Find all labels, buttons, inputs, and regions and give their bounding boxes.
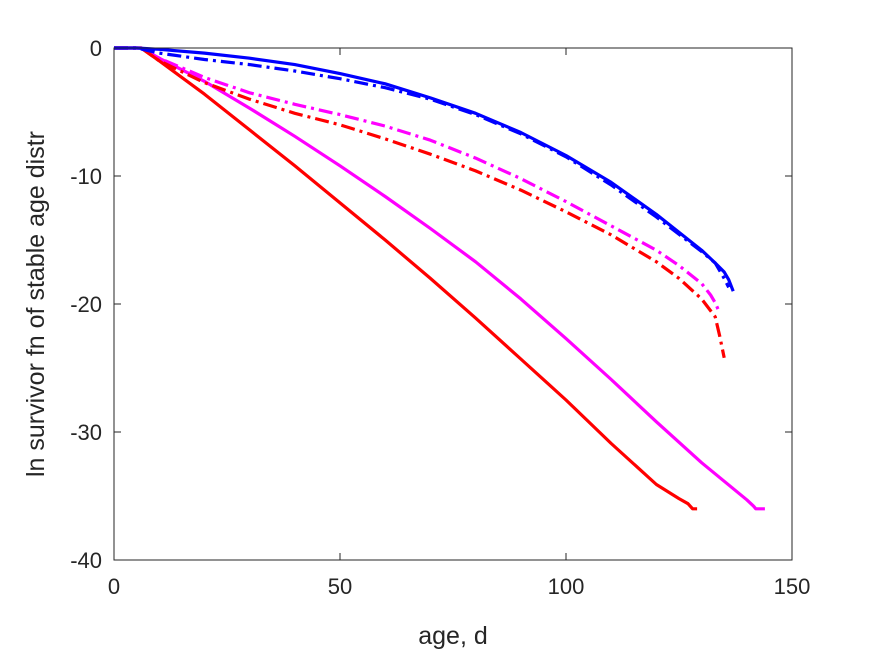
- series-layer: [114, 46, 765, 511]
- x-tick-label: 150: [774, 574, 811, 599]
- y-tick-label: -30: [70, 420, 102, 445]
- x-tick-label: 100: [548, 574, 585, 599]
- x-tick-label: 0: [108, 574, 120, 599]
- tick-layer: 0 50 100 150 0 -10 -20 -30 -40: [70, 36, 810, 599]
- series-line-2: [114, 46, 722, 314]
- y-tick-label: 0: [90, 36, 102, 61]
- y-axis-label: ln survivor fn of stable age distr: [22, 131, 50, 477]
- x-axis-label: age, d: [418, 622, 488, 650]
- series-line-3: [114, 46, 698, 511]
- y-tick-label: -10: [70, 164, 102, 189]
- series-line-6: [114, 46, 731, 289]
- series-line-1: [114, 46, 765, 511]
- x-tick-label: 50: [328, 574, 352, 599]
- y-tick-label: -20: [70, 292, 102, 317]
- y-tick-label: -40: [70, 548, 102, 573]
- series-line-4: [114, 46, 726, 359]
- plot-area: [114, 48, 792, 560]
